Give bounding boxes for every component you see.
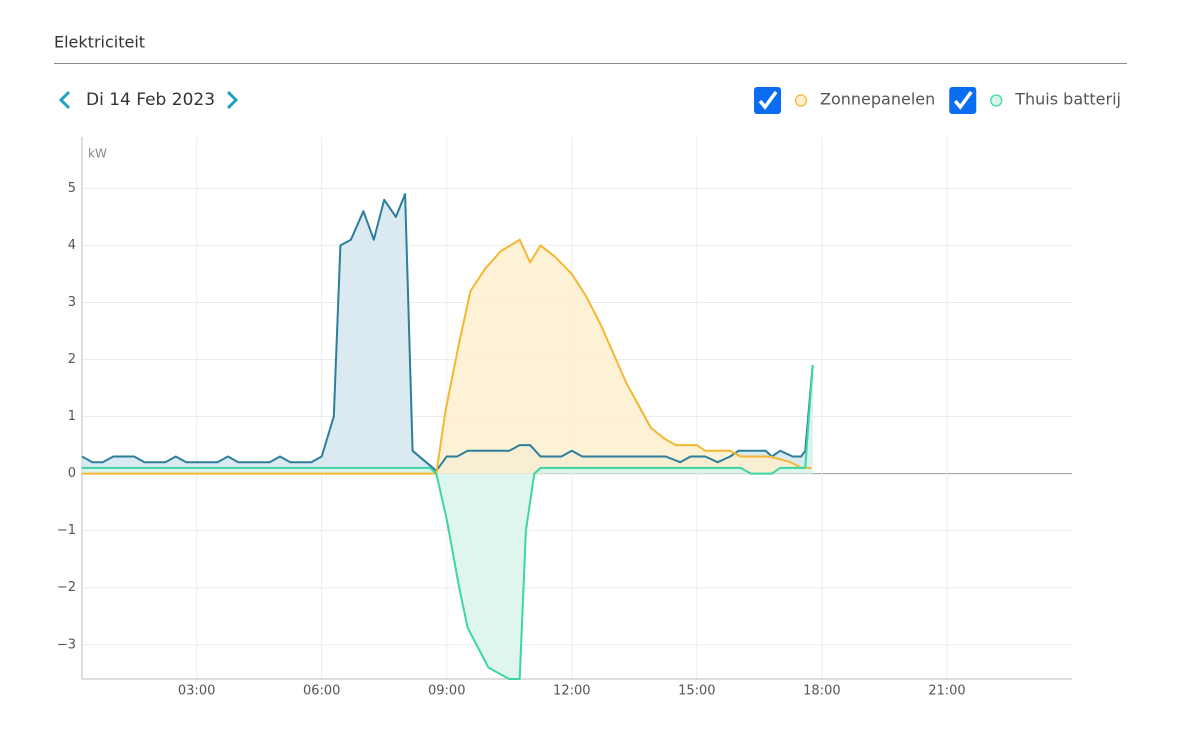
section-title: Elektriciteit [54, 33, 145, 52]
x-tick-label: 18:00 [803, 684, 840, 699]
y-tick-label: 2 [68, 352, 76, 367]
x-tick-label: 06:00 [303, 684, 340, 699]
date-label: Di 14 Feb 2023 [86, 90, 215, 110]
checkmark [758, 90, 778, 110]
x-tick-label: 12:00 [553, 684, 590, 699]
legend: Zonnepanelen Thuis batterij [754, 87, 1121, 114]
line [81, 193, 814, 472]
y-tick-label: −1 [57, 523, 76, 538]
y-tick-label: −3 [57, 637, 76, 652]
unit-label: kW [88, 147, 107, 161]
legend-swatch [794, 94, 808, 107]
y-tick-label: −2 [57, 580, 76, 595]
legend-swatch [990, 94, 1003, 107]
legend-label: Zonnepanelen [820, 90, 935, 109]
legend-label: Thuis batterij [1014, 90, 1121, 109]
line [82, 238, 812, 475]
legend-item[interactable]: Thuis batterij [949, 87, 1121, 114]
checkbox[interactable] [754, 87, 781, 114]
line [82, 365, 814, 680]
x-tick-label: 15:00 [678, 684, 715, 699]
y-tick-label: 3 [68, 295, 76, 310]
next-day[interactable] [226, 90, 239, 110]
area [82, 239, 812, 474]
y-tick-label: 1 [68, 409, 76, 424]
y-tick-label: 5 [68, 181, 76, 196]
x-tick-label: 21:00 [928, 684, 965, 699]
prev-day[interactable] [58, 90, 71, 110]
x-tick-label: 09:00 [428, 684, 465, 699]
checkbox[interactable] [949, 87, 977, 114]
checkmark [953, 90, 973, 110]
x-tick-label: 03:00 [178, 684, 215, 699]
y-tick-label: 0 [68, 466, 76, 481]
y-tick-label: 4 [68, 238, 76, 253]
legend-item[interactable]: Zonnepanelen [754, 87, 935, 114]
